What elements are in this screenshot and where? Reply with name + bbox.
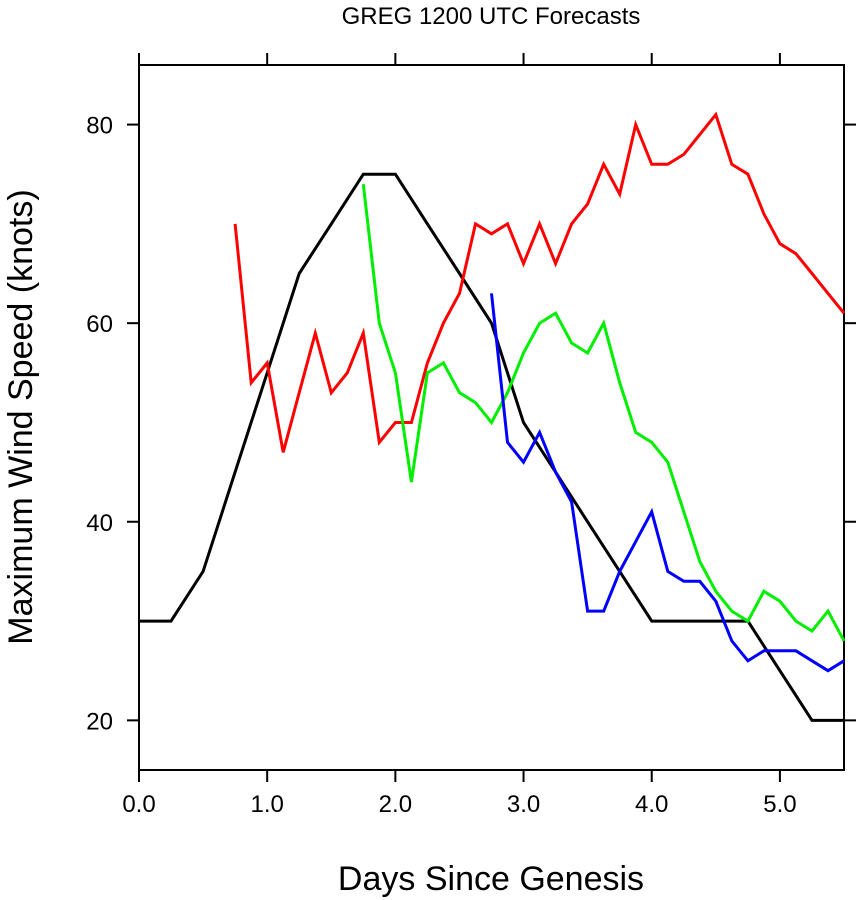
x-tick-label: 3.0 bbox=[507, 791, 540, 818]
series-lines bbox=[139, 111, 846, 722]
series-line-3 bbox=[361, 184, 846, 642]
y-axis-title: Maximum Wind Speed (knots) bbox=[2, 189, 40, 644]
x-tick-label: 2.0 bbox=[379, 791, 412, 818]
series-line-4 bbox=[490, 293, 845, 673]
tick-labels: 0.0 1.0 2.0 3.0 4.0 5.0 20 40 60 80 bbox=[86, 113, 796, 818]
x-tick-label: 1.0 bbox=[250, 791, 283, 818]
y-tick-label: 40 bbox=[86, 510, 113, 537]
plot-frame bbox=[138, 64, 845, 771]
x-tick-label: 0.0 bbox=[122, 791, 155, 818]
series-line-1 bbox=[139, 172, 844, 722]
x-axis-title: Days Since Genesis bbox=[338, 860, 644, 898]
x-tick-label: 5.0 bbox=[763, 791, 796, 818]
y-tick-label: 80 bbox=[86, 113, 113, 140]
y-tick-label: 20 bbox=[86, 708, 113, 735]
series-line-2 bbox=[233, 111, 846, 453]
chart-title: GREG 1200 UTC Forecasts bbox=[342, 3, 641, 30]
y-tick-label: 60 bbox=[86, 311, 113, 338]
axis-ticks bbox=[127, 53, 856, 782]
x-tick-label: 4.0 bbox=[635, 791, 668, 818]
